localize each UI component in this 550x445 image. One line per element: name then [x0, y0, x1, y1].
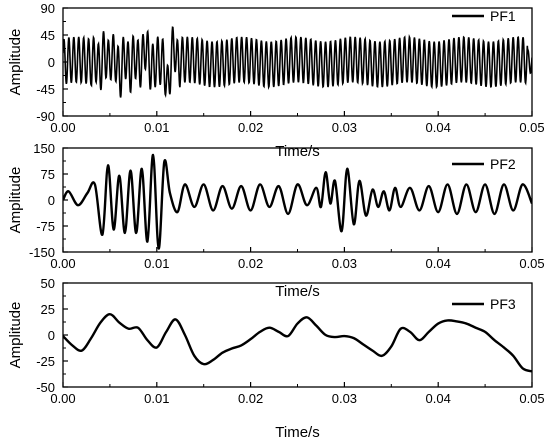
series-line-PF2	[63, 153, 532, 250]
x-tick-label: 0.05	[519, 391, 544, 406]
y-axis-label: Amplitude	[7, 167, 24, 234]
y-tick-label: 0	[48, 328, 55, 343]
y-tick-label: 75	[41, 167, 55, 182]
y-tick-label: 90	[41, 1, 55, 16]
y-tick-label: -50	[36, 380, 55, 395]
x-tick-label: 0.03	[332, 120, 357, 135]
x-tick-label: 0.01	[144, 120, 169, 135]
x-tick-label: 0.00	[50, 391, 75, 406]
x-axis-label: Time/s	[275, 143, 319, 160]
y-tick-label: 25	[41, 302, 55, 317]
panel-2: 0.00 0.01 0.02 0.03 0.04 0.05 150 75 0 -75 -150 Tim…	[7, 141, 545, 300]
y-axis-label: Amplitude	[7, 29, 24, 96]
x-tick-label: 0.04	[426, 391, 451, 406]
series-line-PF3	[63, 313, 532, 373]
x-tick-label: 0.03	[332, 256, 357, 271]
x-tick-label: 0.04	[426, 256, 451, 271]
x-axis-label: Time/s	[275, 424, 319, 440]
x-tick-label: 0.00	[50, 120, 75, 135]
x-axis-label: Time/s	[275, 283, 319, 300]
y-tick-label: 150	[33, 141, 55, 156]
x-tick-label: 0.05	[519, 120, 544, 135]
y-tick-label: -150	[29, 245, 55, 260]
x-tick-label: 0.02	[238, 256, 263, 271]
y-tick-label: 0	[48, 193, 55, 208]
panel-1: 0.00 0.01 0.02 0.03 0.04 0.05 90 45 0 -45 -90 Time/…	[7, 1, 545, 160]
legend-label: PF1	[490, 8, 516, 24]
x-tick-label: 0.00	[50, 256, 75, 271]
x-tick-label: 0.01	[144, 391, 169, 406]
legend-label: PF3	[490, 296, 516, 312]
panel-3: 0.00 0.01 0.02 0.03 0.04 0.05 50 25 0 -25 -50 Time/…	[7, 276, 545, 441]
x-tick-label: 0.01	[144, 256, 169, 271]
legend-label: PF2	[490, 156, 516, 172]
x-tick-label: 0.05	[519, 256, 544, 271]
y-tick-label: 0	[48, 55, 55, 70]
x-tick-label: 0.03	[332, 391, 357, 406]
y-tick-label: -75	[36, 219, 55, 234]
y-axis-label: Amplitude	[7, 302, 24, 369]
y-tick-label: 50	[41, 276, 55, 291]
x-tick-label: 0.02	[238, 391, 263, 406]
y-tick-label: -45	[36, 82, 55, 97]
series-line-PF1	[63, 26, 532, 99]
y-tick-label: -90	[36, 109, 55, 124]
x-tick-label: 0.04	[426, 120, 451, 135]
y-tick-label: 45	[41, 28, 55, 43]
x-tick-label: 0.02	[238, 120, 263, 135]
y-tick-label: -25	[36, 354, 55, 369]
